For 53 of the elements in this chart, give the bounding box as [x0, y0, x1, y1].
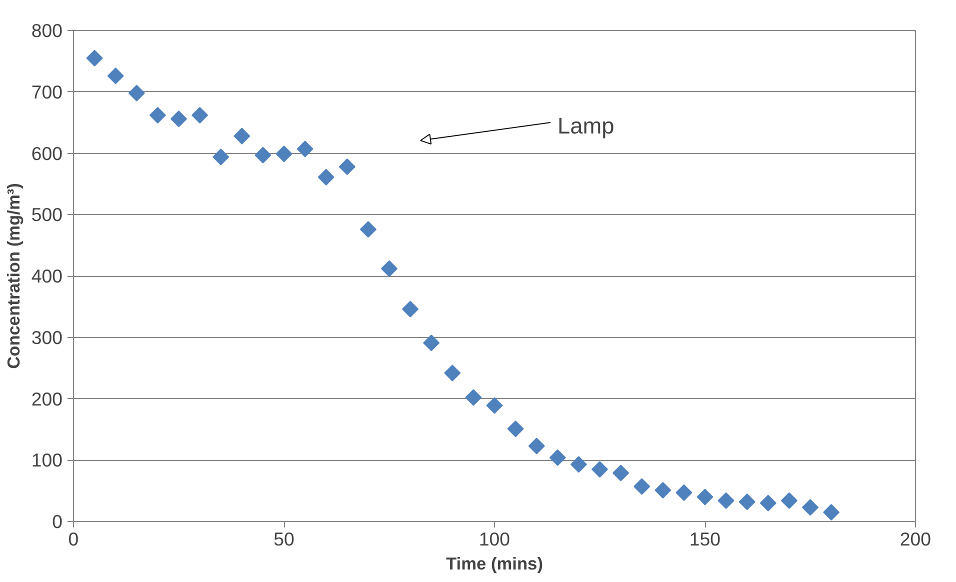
point [507, 420, 524, 438]
point [444, 364, 461, 382]
point [591, 461, 608, 478]
y-tick-label: 800 [31, 20, 63, 41]
point [402, 300, 419, 318]
y-tick-label: 500 [31, 204, 63, 226]
point [634, 478, 650, 495]
point [192, 106, 208, 124]
point [212, 148, 230, 166]
y-tick-label: 700 [31, 81, 63, 102]
point [570, 456, 587, 473]
point [296, 140, 314, 158]
x-tick-label: 200 [900, 528, 932, 550]
x-tick-label: 150 [689, 528, 721, 550]
point [170, 110, 188, 128]
point [423, 334, 440, 352]
point [696, 488, 714, 506]
y-tick-label: 200 [31, 388, 63, 410]
point [380, 260, 398, 277]
y-tick-label: 300 [31, 326, 63, 348]
point [486, 397, 503, 414]
point [107, 68, 124, 84]
y-tick-label: 600 [31, 142, 63, 164]
point [549, 449, 566, 466]
point [465, 389, 482, 406]
point [528, 438, 545, 454]
x-axis-title: Time (mins) [446, 554, 543, 574]
x-tick-label: 0 [68, 528, 79, 550]
point [318, 168, 334, 186]
point [338, 158, 356, 176]
x-tick-label: 50 [274, 528, 294, 550]
point [234, 128, 250, 144]
point [760, 494, 776, 512]
point [254, 146, 272, 164]
point [718, 492, 734, 509]
x-tick-label: 100 [478, 528, 510, 550]
y-tick-label: 0 [52, 511, 63, 532]
point [149, 106, 166, 124]
point [654, 482, 672, 498]
point [823, 504, 840, 521]
point [738, 494, 756, 510]
point [676, 484, 692, 501]
y-axis-title: Concentration (mg/m³) [3, 183, 24, 369]
point [612, 464, 630, 482]
y-tick-label: 400 [31, 266, 63, 286]
point [360, 221, 376, 238]
point [128, 84, 145, 102]
point [780, 492, 798, 509]
point [802, 499, 819, 516]
point [86, 50, 103, 66]
y-tick-label: 100 [31, 450, 63, 471]
point [276, 146, 292, 162]
annotation: Lamp [558, 112, 614, 138]
